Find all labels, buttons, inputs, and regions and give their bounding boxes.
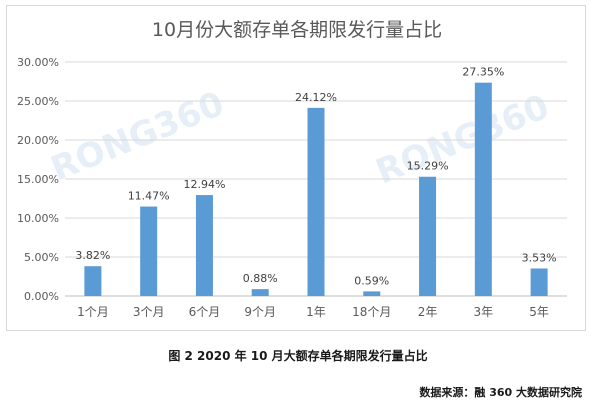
x-tick-label: 1年 bbox=[306, 305, 326, 319]
data-label: 12.94% bbox=[183, 178, 225, 191]
x-tick-label: 2年 bbox=[418, 305, 438, 319]
x-tick-label: 3个月 bbox=[133, 305, 165, 319]
bar bbox=[251, 289, 269, 296]
y-tick-label: 5.00% bbox=[24, 251, 59, 264]
x-axis: 1个月 3个月 6个月 9个月 1年 18个月 2年 3年 5年 bbox=[77, 305, 549, 319]
y-tick-label: 0.00% bbox=[24, 290, 59, 303]
data-label: 0.59% bbox=[354, 274, 389, 287]
bars bbox=[84, 82, 548, 296]
bar bbox=[84, 266, 102, 296]
bar-chart: RONG360 RONG360 10月份大额存单各期限发行量占比 0.00%5.0… bbox=[17, 19, 567, 319]
figure-caption: 图 2 2020 年 10 月大额存单各期限发行量占比 bbox=[168, 349, 428, 363]
bar bbox=[363, 291, 381, 296]
x-tick-label: 1个月 bbox=[77, 305, 109, 319]
data-label: 27.35% bbox=[462, 66, 504, 79]
y-tick-label: 15.00% bbox=[17, 173, 59, 186]
data-label: 3.53% bbox=[522, 251, 557, 264]
bar bbox=[195, 195, 213, 296]
y-tick-label: 25.00% bbox=[17, 95, 59, 108]
bar bbox=[530, 268, 548, 296]
x-tick-label: 3年 bbox=[474, 305, 494, 319]
x-tick-label: 6个月 bbox=[189, 305, 221, 319]
data-label: 24.12% bbox=[295, 91, 337, 104]
watermark-text: RONG360 bbox=[45, 84, 229, 189]
y-tick-label: 30.00% bbox=[17, 56, 59, 69]
chart-title: 10月份大额存单各期限发行量占比 bbox=[152, 19, 442, 41]
x-tick-label: 18个月 bbox=[352, 305, 391, 319]
y-axis: 0.00% 5.00% 10.00% 15.00% 20.00% 25.00% 30.00% bbox=[17, 56, 59, 303]
bar bbox=[140, 206, 158, 296]
bar bbox=[474, 82, 492, 296]
y-tick-label: 10.00% bbox=[17, 212, 59, 225]
bar bbox=[419, 176, 437, 296]
y-tick-label: 20.00% bbox=[17, 134, 59, 147]
data-label: 11.47% bbox=[128, 190, 170, 203]
x-tick-label: 5年 bbox=[529, 305, 549, 319]
bar bbox=[307, 107, 325, 296]
data-source: 数据来源：融 360 大数据研究院 bbox=[419, 386, 582, 399]
data-labels: 3.82% 11.47% 12.94% 0.88% 24.12% 0.59% 15.29% 2… bbox=[75, 66, 556, 288]
data-label: 15.29% bbox=[407, 160, 449, 173]
chart-frame: RONG360 RONG360 10月份大额存单各期限发行量占比 0.00% 5.0… bbox=[6, 5, 586, 331]
x-tick-label: 9个月 bbox=[244, 305, 276, 319]
data-label: 0.88% bbox=[243, 272, 278, 285]
data-label: 3.82% bbox=[75, 249, 110, 262]
